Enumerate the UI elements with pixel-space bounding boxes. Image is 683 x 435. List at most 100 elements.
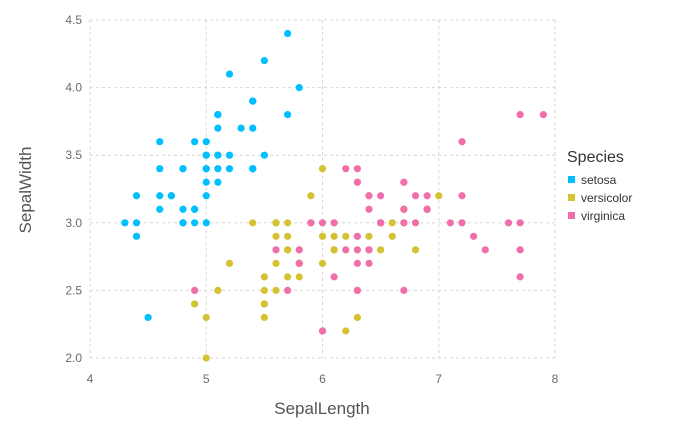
point-setosa bbox=[202, 192, 210, 200]
point-setosa bbox=[202, 178, 210, 186]
point-virginica bbox=[365, 205, 373, 213]
point-virginica bbox=[423, 192, 431, 200]
point-setosa bbox=[214, 178, 222, 186]
point-setosa bbox=[214, 124, 222, 132]
point-virginica bbox=[400, 286, 408, 294]
x-tick-label: 6 bbox=[319, 372, 326, 386]
point-virginica bbox=[295, 246, 303, 254]
point-versicolor bbox=[225, 259, 234, 267]
x-tick-label: 4 bbox=[87, 372, 94, 386]
point-virginica bbox=[330, 273, 338, 281]
point-virginica bbox=[318, 219, 327, 227]
point-versicolor bbox=[330, 246, 338, 254]
point-setosa bbox=[284, 111, 292, 119]
point-virginica bbox=[446, 219, 454, 227]
point-versicolor bbox=[307, 192, 315, 200]
legend: Species setosa versicolor virginica bbox=[567, 149, 632, 223]
point-virginica bbox=[307, 219, 315, 227]
y-tick-label: 2.0 bbox=[65, 351, 82, 365]
point-virginica bbox=[458, 138, 466, 146]
point-setosa bbox=[191, 138, 199, 146]
y-tick-label: 3.5 bbox=[65, 148, 82, 162]
point-virginica bbox=[516, 273, 524, 281]
point-virginica bbox=[423, 205, 431, 213]
point-virginica bbox=[365, 192, 373, 200]
grid bbox=[89, 19, 556, 359]
point-versicolor bbox=[330, 232, 338, 240]
point-versicolor bbox=[202, 354, 210, 362]
point-virginica bbox=[516, 219, 524, 227]
y-tick-label: 2.5 bbox=[65, 283, 82, 297]
point-virginica bbox=[353, 246, 361, 254]
point-setosa bbox=[225, 165, 234, 173]
point-setosa bbox=[156, 165, 164, 173]
point-versicolor bbox=[318, 232, 327, 240]
point-versicolor bbox=[342, 327, 350, 335]
y-axis-title: SepalWidth bbox=[16, 147, 35, 234]
point-virginica bbox=[458, 219, 466, 227]
legend-label-versicolor: versicolor bbox=[581, 191, 632, 205]
point-setosa bbox=[214, 165, 222, 173]
point-setosa bbox=[179, 219, 187, 227]
point-virginica bbox=[295, 259, 303, 267]
point-virginica bbox=[481, 246, 489, 254]
x-axis-title: SepalLength bbox=[274, 399, 369, 418]
point-versicolor bbox=[388, 232, 396, 240]
point-setosa bbox=[249, 124, 257, 132]
point-versicolor bbox=[388, 219, 396, 227]
point-virginica bbox=[365, 246, 373, 254]
point-virginica bbox=[353, 165, 361, 173]
point-setosa bbox=[156, 192, 164, 200]
point-setosa bbox=[202, 219, 210, 227]
point-setosa bbox=[179, 165, 187, 173]
point-versicolor bbox=[411, 246, 420, 254]
x-tick-label: 5 bbox=[203, 372, 210, 386]
point-versicolor bbox=[272, 259, 280, 267]
point-setosa bbox=[144, 313, 152, 322]
point-versicolor bbox=[435, 192, 443, 200]
point-versicolor bbox=[284, 246, 292, 254]
point-versicolor bbox=[214, 286, 222, 294]
point-setosa bbox=[121, 219, 129, 227]
legend-swatch-virginica bbox=[568, 212, 575, 219]
point-setosa bbox=[225, 70, 234, 78]
point-virginica bbox=[516, 246, 524, 254]
point-versicolor bbox=[260, 300, 268, 308]
point-setosa bbox=[179, 205, 187, 213]
point-setosa bbox=[214, 151, 222, 159]
point-versicolor bbox=[272, 232, 280, 240]
point-versicolor bbox=[284, 219, 292, 227]
y-tick-label: 3.0 bbox=[65, 216, 82, 230]
x-tick-label: 8 bbox=[552, 372, 559, 386]
point-virginica bbox=[411, 219, 420, 227]
point-virginica bbox=[377, 219, 385, 227]
point-setosa bbox=[284, 29, 292, 38]
point-versicolor bbox=[202, 313, 210, 322]
point-virginica bbox=[411, 192, 420, 200]
point-setosa bbox=[202, 138, 210, 146]
point-virginica bbox=[400, 219, 408, 227]
point-virginica bbox=[458, 192, 466, 200]
point-setosa bbox=[132, 192, 141, 200]
point-virginica bbox=[191, 286, 199, 294]
point-setosa bbox=[225, 151, 234, 159]
point-versicolor bbox=[260, 313, 268, 322]
point-virginica bbox=[353, 259, 361, 267]
point-versicolor bbox=[318, 165, 327, 173]
point-versicolor bbox=[353, 313, 361, 322]
point-setosa bbox=[191, 205, 199, 213]
point-versicolor bbox=[272, 286, 280, 294]
x-tick-label: 7 bbox=[435, 372, 442, 386]
point-virginica bbox=[365, 259, 373, 267]
point-setosa bbox=[214, 111, 222, 119]
point-versicolor bbox=[284, 232, 292, 240]
y-tick-label: 4.0 bbox=[65, 81, 82, 95]
point-setosa bbox=[237, 124, 245, 132]
point-setosa bbox=[132, 219, 141, 227]
point-versicolor bbox=[272, 219, 280, 227]
point-setosa bbox=[260, 56, 268, 65]
legend-swatch-setosa bbox=[568, 176, 575, 183]
point-setosa bbox=[260, 151, 268, 159]
point-virginica bbox=[318, 327, 327, 335]
